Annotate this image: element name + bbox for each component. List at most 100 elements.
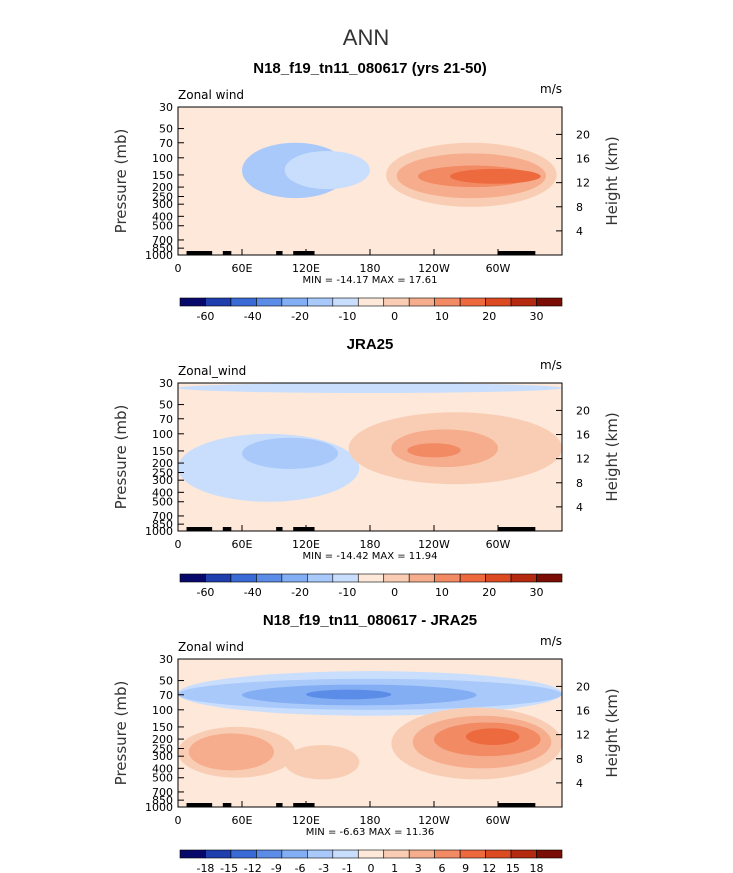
min-max-stats: MIN = -6.63 MAX = 11.36 <box>306 827 435 838</box>
colorbar-swatch <box>357 849 385 859</box>
lon-tick-label: 60E <box>232 262 253 275</box>
westerly-contour <box>188 733 274 771</box>
height-tick-label: 20 <box>576 404 590 417</box>
y-axis-label: Pressure (mb) <box>112 405 130 510</box>
variable-label: Zonal_wind <box>178 364 246 378</box>
contour-layer <box>186 142 557 255</box>
y2-axis-label: Height (km) <box>603 412 621 501</box>
topography-mask <box>276 251 283 255</box>
easterly-contour <box>178 383 562 393</box>
pressure-tick-label: 700 <box>152 510 173 523</box>
pressure-tick-label: 500 <box>152 772 173 785</box>
colorbar-label: -1 <box>342 862 353 873</box>
colorbar-swatch <box>510 297 537 307</box>
y2-axis-label: Height (km) <box>603 136 621 225</box>
height-tick-label: 16 <box>576 429 590 442</box>
colorbar-swatch <box>536 573 563 583</box>
easterly-contour <box>284 150 371 190</box>
topography-mask <box>293 527 315 531</box>
topography-mask <box>498 527 536 531</box>
colorbar-swatch <box>357 573 385 583</box>
topography-mask <box>293 251 315 255</box>
colorbar-label: -12 <box>244 862 262 873</box>
pressure-tick-label: 400 <box>152 762 173 775</box>
panel-1: N18_f19_tn11_080617 (yrs 21-50) Zonal win… <box>112 60 621 323</box>
height-tick-label: 12 <box>576 453 590 466</box>
colorbar-label: -15 <box>220 862 238 873</box>
pressure-tick-label: 850 <box>152 794 173 807</box>
colorbar-swatch <box>307 849 334 859</box>
colorbar-swatch <box>256 849 283 859</box>
colorbar-swatch <box>434 297 461 307</box>
colorbar-swatch <box>510 573 537 583</box>
pressure-tick-label: 70 <box>159 137 173 150</box>
lon-tick-label: 180 <box>360 814 381 827</box>
pressure-tick-label: 250 <box>152 742 173 755</box>
pressure-tick-label: 1000 <box>145 249 173 262</box>
min-max-stats: MIN = -14.17 MAX = 17.61 <box>303 275 438 286</box>
pressure-tick-label: 200 <box>152 181 173 194</box>
height-tick-label: 4 <box>576 777 583 790</box>
height-tick-label: 8 <box>576 201 583 214</box>
colorbar-label: -10 <box>338 310 356 323</box>
pressure-tick-label: 300 <box>152 474 173 487</box>
variable-label: Zonal wind <box>178 88 244 102</box>
panel-3: N18_f19_tn11_080617 - JRA25 Zonal wind m/s… <box>112 612 621 873</box>
colorbar-swatch <box>383 849 410 859</box>
colorbar: -60 -40 -20 -10 0 10 20 30 <box>179 573 563 599</box>
colorbar-label: -10 <box>338 586 356 599</box>
panel-title: N18_f19_tn11_080617 (yrs 21-50) <box>253 60 487 77</box>
pressure-tick-label: 150 <box>152 445 173 458</box>
colorbar-swatch <box>256 297 283 307</box>
pressure-tick-label: 250 <box>152 190 173 203</box>
units-label: m/s <box>540 82 562 96</box>
lon-tick-label: 120E <box>292 538 320 551</box>
colorbar-swatch <box>230 573 257 583</box>
pressure-tick-label: 30 <box>159 101 173 114</box>
colorbar-swatch <box>179 297 206 307</box>
colorbar-label: 3 <box>415 862 422 873</box>
westerly-contour <box>284 744 360 780</box>
pressure-tick-label: 100 <box>152 152 173 165</box>
height-tick-label: 4 <box>576 225 583 238</box>
height-tick-label: 12 <box>576 729 590 742</box>
colorbar-swatch <box>459 573 486 583</box>
pressure-tick-label: 50 <box>159 123 173 136</box>
easterly-contour <box>306 689 392 700</box>
units-label: m/s <box>540 634 562 648</box>
lon-tick-label: 60E <box>232 814 253 827</box>
pressure-tick-label: 200 <box>152 733 173 746</box>
colorbar-label: -40 <box>244 310 262 323</box>
lon-tick-label: 60W <box>486 262 511 275</box>
colorbar-swatch <box>357 297 385 307</box>
pressure-tick-label: 300 <box>152 198 173 211</box>
colorbar-swatch <box>408 573 435 583</box>
colorbar-swatch <box>179 849 206 859</box>
colorbar-label: -9 <box>271 862 282 873</box>
colorbar-label: -20 <box>291 586 309 599</box>
colorbar-swatch <box>408 849 435 859</box>
colorbar-swatch <box>230 297 257 307</box>
colorbar-label: -60 <box>196 586 214 599</box>
topography-mask <box>222 803 232 807</box>
pressure-tick-label: 700 <box>152 234 173 247</box>
colorbar-label: -20 <box>291 310 309 323</box>
lon-tick-label: 120E <box>292 262 320 275</box>
westerly-contour <box>450 168 541 184</box>
colorbar-label: 0 <box>391 310 398 323</box>
colorbar-label: 20 <box>482 586 496 599</box>
pressure-tick-label: 50 <box>159 675 173 688</box>
panel-title: JRA25 <box>347 336 394 353</box>
colorbar-swatch <box>408 297 435 307</box>
y-axis-label: Pressure (mb) <box>112 129 130 234</box>
pressure-tick-label: 250 <box>152 466 173 479</box>
contour-layer <box>178 671 562 807</box>
colorbar-label: 10 <box>435 586 449 599</box>
colorbar-swatch <box>332 573 359 583</box>
topography-mask <box>498 251 536 255</box>
colorbar-label: 9 <box>462 862 469 873</box>
topography-mask <box>186 251 213 255</box>
colorbar: -18 -15 -12 -9 -6 -3 -1 0 1 3 6 9 12 15 18 <box>179 849 563 873</box>
colorbar-swatch <box>205 297 232 307</box>
